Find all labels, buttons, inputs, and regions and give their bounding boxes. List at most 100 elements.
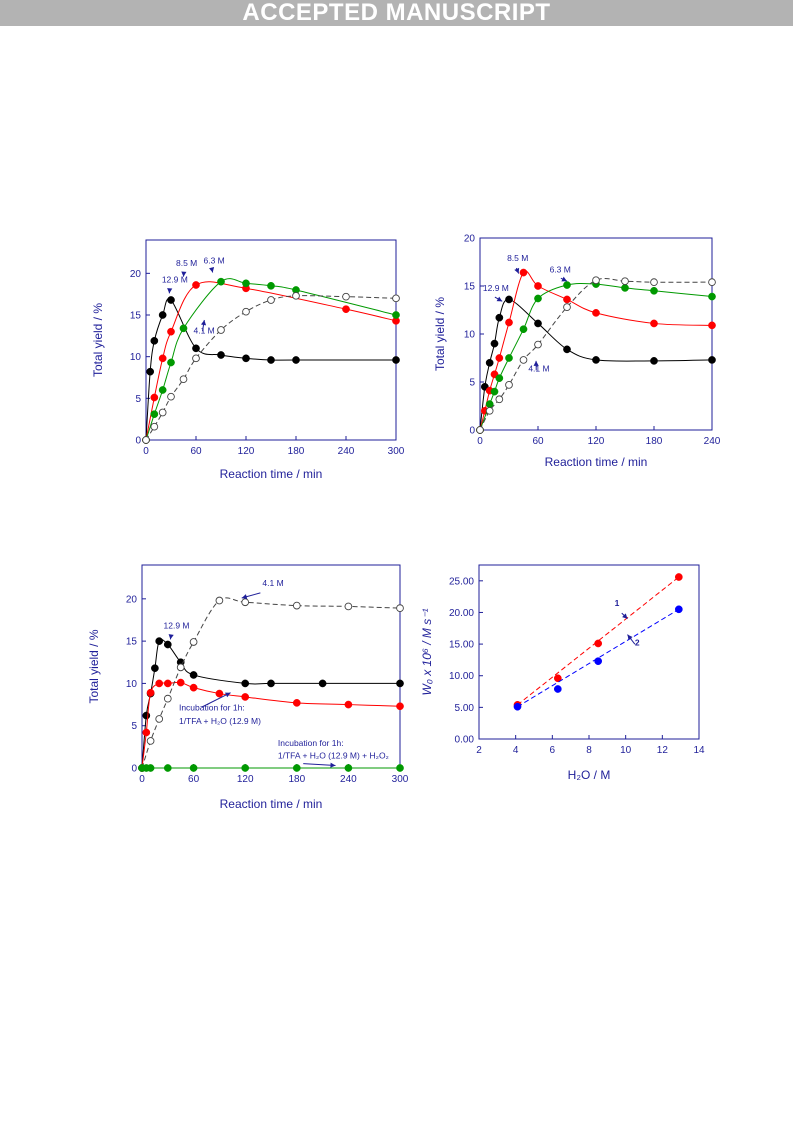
data-point [592, 309, 600, 317]
data-point [563, 345, 571, 354]
yield-vs-time-chart-a: 0 60 120 180 240 300 0 5 10 15 20 Reaction time / m… [91, 239, 405, 481]
data-point [708, 292, 716, 301]
x-axis-label: H₂O / M [568, 768, 611, 782]
data-point [217, 277, 225, 286]
data-point [485, 406, 494, 415]
data-point [189, 764, 198, 772]
annotation-arrow [303, 763, 336, 766]
data-point [192, 344, 200, 353]
y-tick-label: 25.00 [449, 576, 474, 587]
data-point [534, 319, 542, 328]
annotation-label: 2 [635, 637, 640, 647]
series-line [145, 295, 397, 441]
data-point [344, 700, 353, 709]
data-point [167, 358, 175, 367]
y-tick-label: 5 [135, 394, 141, 405]
data-point [163, 640, 172, 649]
data-point [553, 674, 562, 683]
data-point [192, 281, 200, 289]
y-axis-label: W₀ x 10⁶ / M s⁻¹ [420, 608, 434, 695]
data-point [192, 354, 200, 363]
data-point [594, 639, 603, 648]
data-point [594, 657, 603, 666]
series-line [479, 298, 713, 431]
x-tick-label: 180 [646, 436, 663, 447]
data-point [158, 311, 167, 319]
annotation-label: 8.5 M [507, 253, 528, 263]
data-point [163, 764, 172, 772]
data-point [396, 604, 404, 612]
data-point [142, 436, 150, 444]
data-point [708, 321, 716, 330]
annotation-label: 12.9 M [164, 620, 190, 630]
data-point [150, 336, 159, 345]
data-point [146, 737, 155, 745]
data-point [292, 291, 300, 300]
data-point [241, 679, 250, 688]
data-point [163, 679, 172, 688]
data-point [292, 699, 301, 707]
data-point [292, 356, 300, 364]
y-axis-label: Total yield / % [433, 297, 447, 371]
data-point [534, 294, 542, 303]
data-point [505, 295, 513, 304]
rate-vs-water-chart: 2 4 6 8 10 12 140.005.0010.0015.0020.0025.00H₂… [420, 564, 705, 782]
data-point [155, 715, 164, 723]
x-tick-label: 300 [392, 774, 409, 785]
data-point [476, 426, 484, 434]
plot-frame [478, 564, 700, 740]
annotation-label: 4.1 M [528, 363, 549, 373]
data-point [189, 638, 198, 646]
x-tick-label: 14 [693, 745, 705, 756]
data-point [167, 296, 175, 304]
x-tick-label: 0 [139, 774, 145, 785]
arrow-head [168, 634, 174, 640]
arrow-head [209, 267, 215, 273]
x-tick-label: 120 [588, 436, 605, 447]
data-point [519, 356, 528, 364]
arrow-head [514, 267, 520, 274]
y-tick-label: 10 [130, 352, 142, 363]
data-point [505, 381, 513, 389]
annotation-label: 12.9 M [162, 275, 188, 285]
x-tick-label: 6 [550, 745, 556, 756]
annotation-label: 4.1 M [194, 325, 215, 335]
data-point [179, 324, 188, 333]
data-point [621, 277, 629, 286]
arrow-head [561, 276, 567, 282]
data-point [708, 278, 716, 287]
x-tick-label: 240 [704, 436, 721, 447]
data-point [495, 313, 504, 322]
data-point [176, 663, 185, 672]
y-tick-label: 0.00 [455, 735, 475, 746]
data-point [163, 694, 172, 703]
data-point [215, 596, 224, 605]
x-tick-label: 240 [340, 774, 357, 785]
data-point [176, 678, 185, 687]
data-point [553, 685, 562, 693]
x-tick-label: 60 [190, 446, 202, 457]
data-point [146, 688, 155, 697]
data-point [155, 637, 164, 645]
series-line [479, 278, 713, 431]
data-point [513, 702, 522, 711]
data-point [155, 679, 164, 688]
y-tick-label: 20.00 [449, 608, 474, 619]
x-tick-label: 8 [586, 745, 592, 756]
arrow-head [533, 360, 539, 366]
data-point [495, 374, 504, 383]
arrow-head [241, 594, 248, 600]
x-tick-label: 12 [657, 745, 669, 756]
data-point [150, 422, 159, 431]
x-tick-label: 2 [476, 745, 482, 756]
data-point [189, 683, 198, 692]
x-tick-label: 120 [237, 774, 254, 785]
data-point [158, 386, 167, 394]
arrow-head [200, 320, 207, 326]
data-point [485, 358, 494, 367]
data-point [217, 326, 225, 334]
x-tick-label: 120 [238, 446, 255, 457]
data-point [708, 356, 716, 364]
annotation-label: 12.9 M [483, 283, 509, 293]
data-point [392, 294, 400, 303]
